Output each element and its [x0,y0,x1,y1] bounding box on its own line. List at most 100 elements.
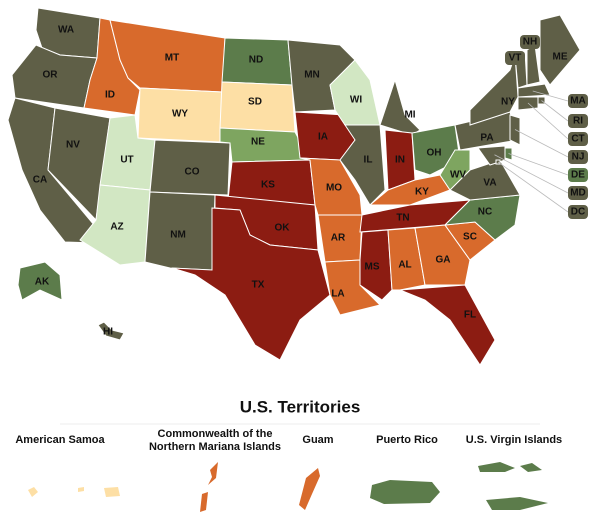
state-label: MA [570,96,586,107]
state-label: ND [249,55,263,66]
state-shape [526,44,541,86]
label-box [568,132,588,146]
territory-shape [208,462,218,485]
state-shape [387,227,426,291]
state-label: MD [570,188,586,199]
state-label: MO [326,183,342,194]
state-shape [171,207,331,361]
state-label: GA [436,255,451,266]
state-label: KY [415,187,429,198]
state-label: NC [478,207,492,218]
state-label: OH [427,148,442,159]
state-label: TX [252,280,265,291]
territory-label: Guam [302,434,333,446]
label-box [568,150,588,164]
territory-label: U.S. Virgin Islands [466,434,562,446]
leader-line [497,161,569,213]
state-label: WA [58,25,74,36]
territory-shape [520,463,542,472]
state-label: IA [318,132,328,143]
state-shape [339,124,386,206]
territory-shape [200,492,208,512]
territory-shape [370,480,440,504]
state-label: AL [398,260,411,271]
state-label: MT [165,53,179,64]
label-box [568,186,588,200]
state-shape [509,114,521,146]
territories-title: U.S. Territories [240,397,361,416]
label-box [568,94,588,108]
label-box [568,114,588,128]
state-label: AZ [110,222,123,233]
territory-label: Puerto Rico [376,434,438,446]
state-label: LA [331,289,344,300]
state-label: FL [464,310,476,321]
state-shape [539,14,581,86]
state-label: PA [480,133,493,144]
leader-line [508,153,569,176]
state-shape [149,139,231,196]
territory-shape [478,462,515,472]
territory-label: Commonwealth of the Northern Mariana Isla… [149,428,281,453]
leader-line [514,129,569,158]
territory-shape [486,497,548,510]
state-label: NV [66,140,80,151]
label-box [568,205,588,219]
state-label: IL [364,155,373,166]
state-label: ID [105,90,115,101]
state-label: NE [251,137,265,148]
state-label: UT [120,155,133,166]
state-label: SC [463,232,477,243]
state-label: SD [248,97,262,108]
state-label: CO [185,167,200,178]
state-label: NM [170,230,186,241]
state-label: NJ [572,152,585,163]
state-label: WY [172,109,188,120]
state-label: AR [331,233,346,244]
state-label: MN [304,70,320,81]
state-label: KS [261,180,275,191]
state-label: OR [43,70,59,81]
state-shape [379,78,421,136]
state-shape [97,321,125,341]
territory-shape [28,487,38,497]
state-shape [439,149,471,191]
state-shape [414,224,471,286]
state-shape [219,127,311,163]
leader-line [494,154,569,194]
territory-shape [104,487,120,497]
state-label: VA [483,178,496,189]
state-label: WI [350,95,362,106]
label-box [505,51,525,65]
state-label: DE [571,170,585,181]
leader-line [527,102,569,140]
state-label: IN [395,155,405,166]
label-box [568,168,588,182]
leader-line [541,100,569,122]
territory-shape [78,487,84,492]
state-label: CA [33,175,47,186]
leader-line [532,90,569,102]
state-label: HI [103,327,113,338]
territory-label-line: Northern Mariana Islands [149,441,281,453]
state-label: MI [404,110,415,121]
territory-shape [299,468,320,510]
state-label: MS [365,262,380,273]
state-label: CT [571,134,584,145]
territory-label: American Samoa [15,434,105,446]
state-label: DC [571,207,585,218]
state-label: ME [553,52,568,63]
territory-label-line: Commonwealth of the [158,428,273,440]
state-shape [17,261,63,301]
state-label: OK [275,223,291,234]
state-label: NY [501,97,515,108]
state-label: WV [450,170,466,181]
state-label: TN [396,213,409,224]
state-label: AK [35,277,50,288]
label-box [520,35,540,49]
state-shape [399,284,496,366]
state-label: RI [573,116,583,127]
state-label: NH [523,37,537,48]
state-label: VT [509,53,522,64]
